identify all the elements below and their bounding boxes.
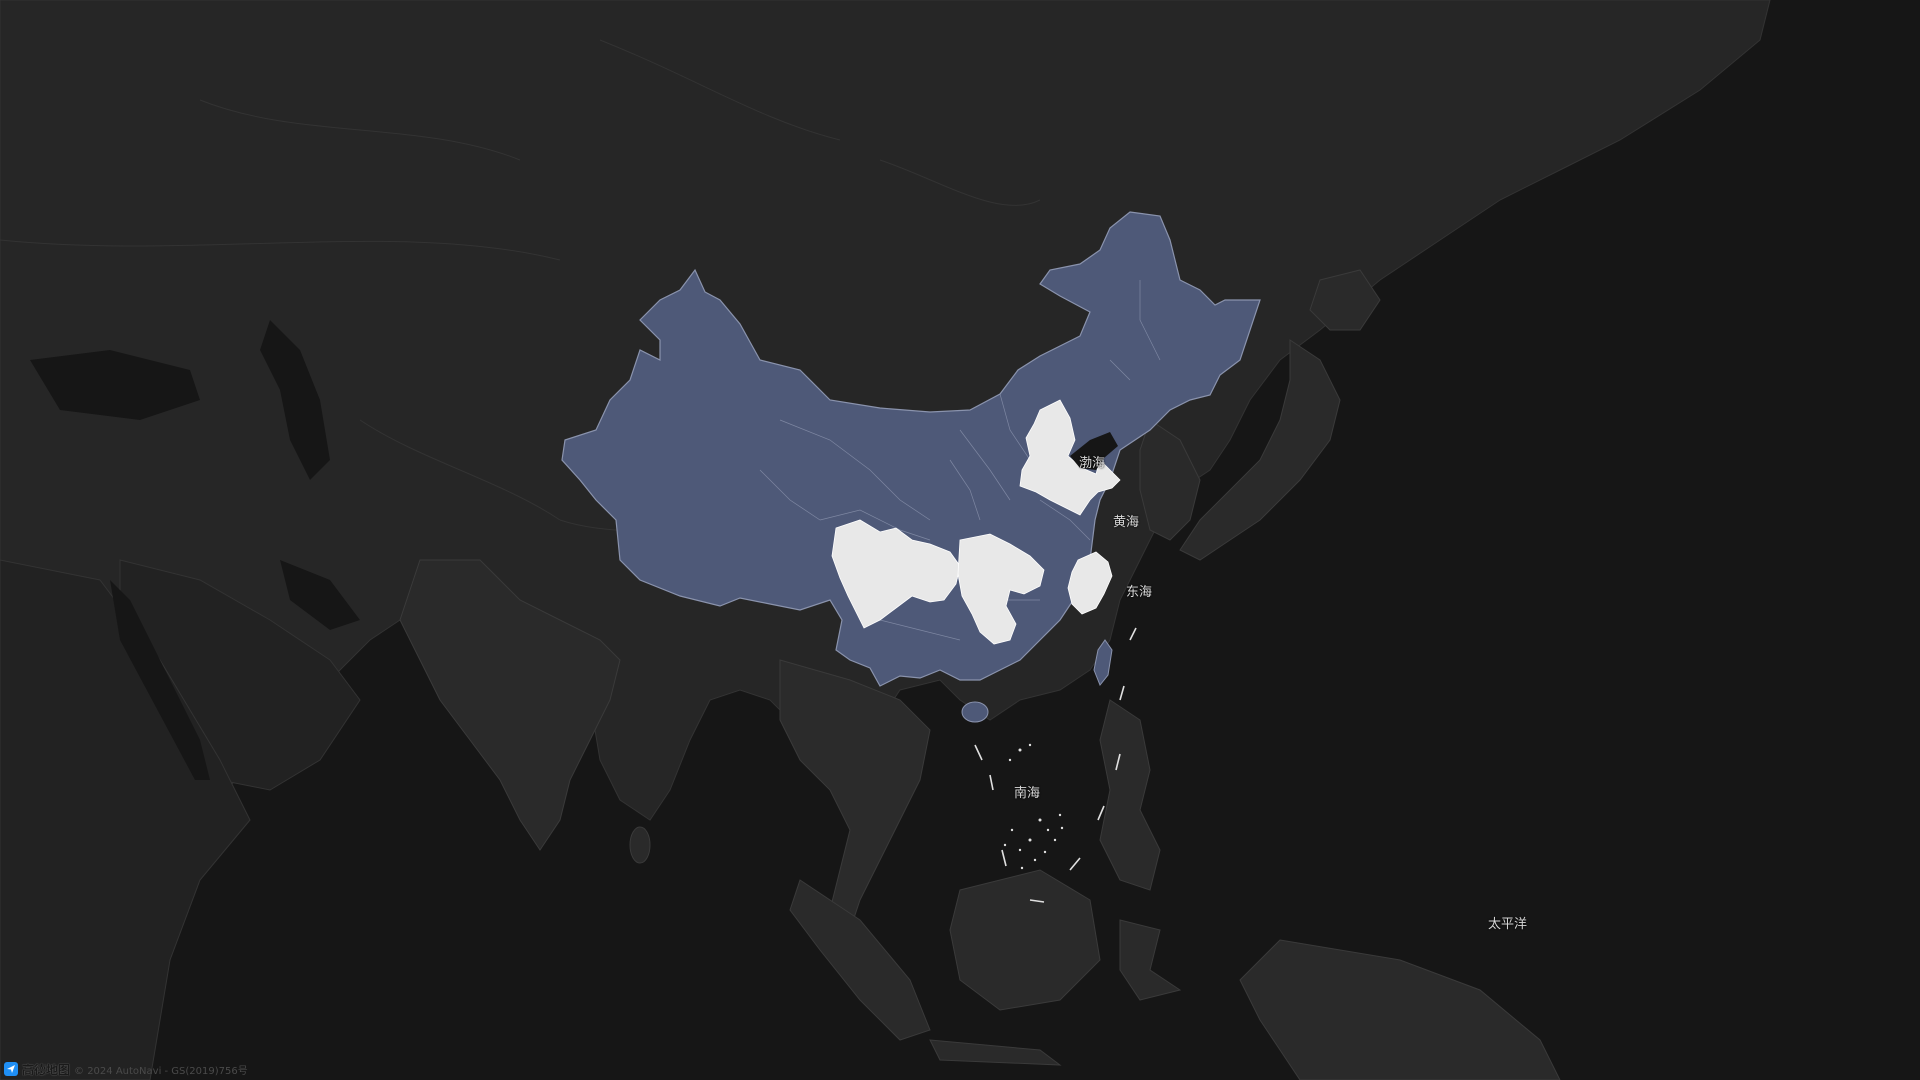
landmass-korea [1139, 419, 1201, 541]
region-zhejiang[interactable] [1067, 551, 1113, 615]
highlighted-regions[interactable] [831, 399, 1121, 645]
landmass-philippines [1099, 699, 1161, 891]
china-hainan[interactable] [961, 701, 989, 723]
country-borders [0, 39, 1041, 561]
landmass-new-guinea [1239, 939, 1561, 1080]
label-yellow-sea: 黄海 [1113, 515, 1140, 530]
landmass-sumatra [789, 879, 931, 1041]
region-chongqing-hubei[interactable] [957, 533, 1045, 645]
provider-logo-text[interactable]: 高德地图 [22, 1062, 71, 1077]
amap-logo-icon[interactable] [4, 1062, 18, 1076]
china-taiwan[interactable] [1093, 639, 1113, 686]
landmass-india [399, 559, 621, 851]
label-bohai: 渤海 [1079, 456, 1106, 471]
label-east-china-sea: 东海 [1126, 585, 1153, 600]
landmass-hokkaido [1309, 269, 1381, 331]
copyright-text: © 2024 AutoNavi - GS(2019)756号 [74, 1065, 248, 1077]
caspian-sea [260, 320, 330, 480]
landmass-java [929, 1039, 1062, 1066]
map-attribution: 高德地图 © 2024 AutoNavi - GS(2019)756号 [4, 1061, 248, 1077]
landmass-japan [1179, 339, 1341, 561]
landmass-sri-lanka [629, 826, 651, 864]
nine-dash-line [974, 627, 1137, 903]
region-sichuan[interactable] [831, 519, 961, 629]
landmass-borneo [949, 869, 1101, 1011]
region-hebei-shandong[interactable] [1019, 399, 1121, 516]
label-south-china-sea: 南海 [1014, 786, 1041, 801]
landmass-indochina [779, 659, 931, 931]
persian-gulf [280, 560, 360, 630]
scs-islands [1003, 743, 1064, 870]
red-sea [110, 580, 210, 780]
landmass-sulawesi [1119, 919, 1182, 1001]
black-sea [30, 350, 200, 420]
label-pacific: 太平洋 [1488, 917, 1528, 932]
bohai-sea [1070, 432, 1118, 470]
